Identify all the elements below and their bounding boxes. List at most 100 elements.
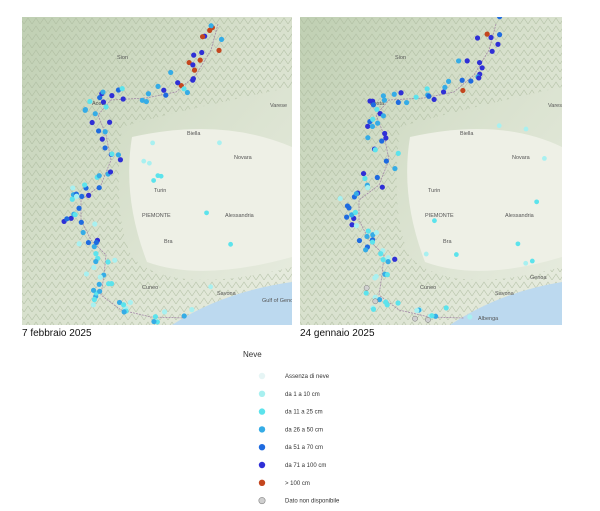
station xyxy=(362,175,368,182)
station xyxy=(384,302,390,308)
station xyxy=(155,83,161,89)
station xyxy=(80,229,86,236)
station xyxy=(197,57,203,63)
station xyxy=(145,91,152,97)
station xyxy=(453,252,459,257)
station xyxy=(70,185,76,191)
place-label: Varese xyxy=(548,103,565,109)
station xyxy=(523,260,529,266)
station xyxy=(380,93,386,99)
station xyxy=(365,228,371,234)
station xyxy=(163,92,169,98)
station xyxy=(208,23,214,29)
station xyxy=(414,307,420,314)
station xyxy=(383,158,389,164)
station xyxy=(529,258,535,264)
station xyxy=(120,96,126,102)
station xyxy=(372,294,378,300)
station xyxy=(412,315,418,322)
station xyxy=(97,94,103,101)
place-label: Aosta xyxy=(370,101,385,107)
legend-label: da 11 a 25 cm xyxy=(285,410,323,416)
station xyxy=(496,32,503,38)
legend-swatch xyxy=(258,444,266,451)
station xyxy=(356,237,363,244)
station xyxy=(161,309,168,315)
station xyxy=(92,221,98,227)
station xyxy=(117,157,124,163)
station xyxy=(429,313,435,319)
map-panel: Sion Aosta Biella Novara Turin Alessandria PIE… xyxy=(22,17,292,325)
station xyxy=(378,251,384,257)
station xyxy=(445,78,452,84)
border xyxy=(80,23,219,319)
station xyxy=(372,298,379,305)
station xyxy=(73,193,80,199)
station xyxy=(120,302,127,308)
map-panel: Sion Aosta Biella Novara Turin Alessandria PIE… xyxy=(300,17,565,325)
station xyxy=(100,99,107,105)
station xyxy=(385,255,391,261)
station xyxy=(151,178,157,183)
station xyxy=(76,241,82,247)
place-label: Alessandria xyxy=(505,213,535,219)
station xyxy=(82,182,88,188)
station xyxy=(158,173,164,179)
station xyxy=(116,299,123,306)
legend-label: da 51 a 70 cm xyxy=(285,445,323,451)
place-label: Alessandria xyxy=(225,213,255,219)
station xyxy=(413,94,419,100)
station xyxy=(375,120,381,126)
station xyxy=(353,191,360,197)
station xyxy=(403,99,410,106)
station xyxy=(83,271,90,277)
station xyxy=(119,86,125,92)
station xyxy=(92,111,98,117)
station xyxy=(383,135,389,141)
station xyxy=(102,145,108,151)
place-label: Savona xyxy=(217,291,237,297)
station xyxy=(189,307,195,313)
station xyxy=(443,305,449,311)
station xyxy=(370,306,377,312)
place-label: Savona xyxy=(495,291,515,297)
map-caption: 7 febbraio 2025 xyxy=(22,328,92,339)
station xyxy=(216,47,222,53)
station xyxy=(373,229,380,236)
station xyxy=(455,58,462,64)
legend-label: da 26 a 50 cm xyxy=(285,427,323,433)
place-label: Cuneo xyxy=(142,285,158,291)
station xyxy=(190,62,196,68)
station xyxy=(76,205,82,211)
border xyxy=(358,23,497,319)
station xyxy=(228,241,234,247)
station xyxy=(90,302,97,308)
station xyxy=(121,309,127,315)
station xyxy=(379,184,385,190)
station xyxy=(349,222,355,228)
place-label: Biella xyxy=(187,131,201,137)
station xyxy=(344,203,351,209)
sea xyxy=(450,282,562,325)
place-label: PIEMONTE xyxy=(142,213,171,219)
station xyxy=(489,48,495,54)
station xyxy=(474,35,481,41)
station xyxy=(115,152,122,158)
station xyxy=(68,215,74,221)
station xyxy=(199,49,205,56)
station xyxy=(97,288,103,294)
station xyxy=(365,185,371,191)
legend-swatch xyxy=(258,372,266,380)
station xyxy=(476,59,483,66)
station xyxy=(431,96,437,103)
station xyxy=(91,264,97,271)
station xyxy=(109,151,115,157)
station xyxy=(146,160,152,166)
place-label: Bra xyxy=(164,239,174,245)
station xyxy=(360,170,367,177)
station xyxy=(523,126,529,132)
station xyxy=(459,77,465,83)
station xyxy=(373,273,379,280)
place-label: Novara xyxy=(234,155,253,161)
station xyxy=(150,140,156,146)
